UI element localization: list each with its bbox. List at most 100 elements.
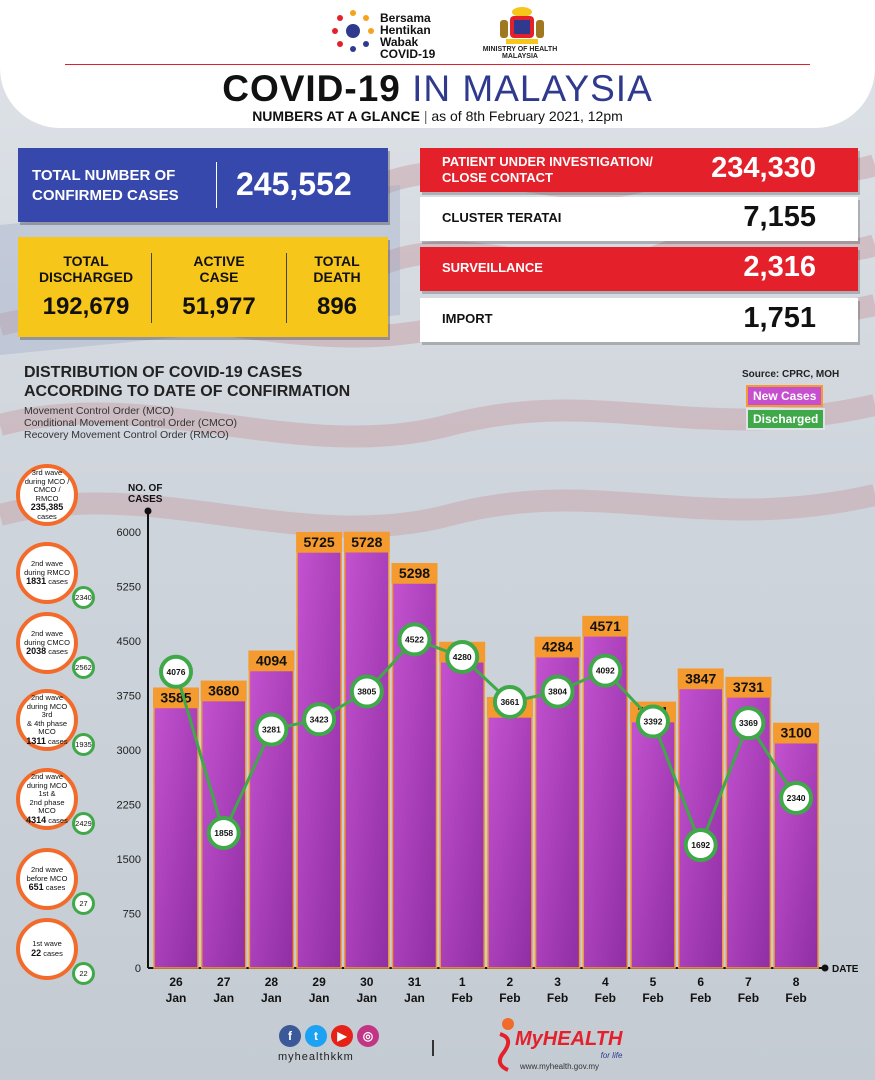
wave-circle: 2nd wave before MCO 651 cases xyxy=(16,848,78,910)
discharged-point xyxy=(492,684,527,719)
bar-value-label-bg xyxy=(391,563,438,584)
myhealth-figure-icon xyxy=(497,1018,514,1072)
discharged-value: 192,679 xyxy=(42,293,130,320)
divider xyxy=(286,253,287,323)
discharged-value-label: 2340 xyxy=(787,793,806,803)
discharged-value-label: 4092 xyxy=(596,666,615,676)
x-axis-label: DATE xyxy=(832,964,859,975)
pui-close-contact-card: PATIENT UNDER INVESTIGATION/CLOSE CONTAC… xyxy=(420,148,858,192)
discharged-point xyxy=(731,706,766,741)
bar-new-cases xyxy=(153,706,199,969)
y-tick-label: 3000 xyxy=(117,745,141,757)
myhealth-url[interactable]: www.myhealth.gov.my xyxy=(520,1062,599,1071)
discharged-value-label: 3423 xyxy=(310,714,329,724)
y-axis-end-dot xyxy=(144,507,152,515)
y-tick-label: 2250 xyxy=(117,800,141,812)
x-tick-label: 27 xyxy=(217,975,231,989)
pui-label: PATIENT UNDER INVESTIGATION/CLOSE CONTAC… xyxy=(442,154,653,185)
bar-value-label: 3680 xyxy=(208,683,239,699)
youtube-icon[interactable]: ▶ xyxy=(331,1025,353,1047)
x-tick-label: 28 xyxy=(265,975,279,989)
facebook-icon[interactable]: f xyxy=(279,1025,301,1047)
bar-new-cases xyxy=(534,655,581,969)
bar-value-label-bg xyxy=(534,636,581,657)
x-tick-label: 6 xyxy=(697,975,704,989)
bar-value-label: 5728 xyxy=(351,534,382,550)
discharged-value-label: 4076 xyxy=(167,667,186,677)
wave-discharged-badge: 1935 xyxy=(72,733,95,756)
chart-notes: Movement Control Order (MCO) Conditional… xyxy=(24,405,237,441)
discharged-value-label: 1858 xyxy=(214,828,233,838)
chart-source: Source: CPRC, MOH xyxy=(742,369,840,380)
bar-new-cases xyxy=(773,741,819,969)
x-tick-label: Jan xyxy=(213,991,234,1005)
discharged-point xyxy=(588,653,623,688)
discharged-point xyxy=(206,815,241,850)
discharged-point xyxy=(302,702,337,737)
wave-discharged-badge: 2340 xyxy=(72,586,95,609)
bar-value-label-bg xyxy=(582,615,629,636)
wave-circle: 1st wave 22 cases xyxy=(16,918,78,980)
bar-value-label: 3585 xyxy=(160,689,191,705)
discharged-value-label: 4280 xyxy=(453,652,472,662)
wave-discharged-badge: 2429 xyxy=(72,812,95,835)
bar-value-label: 3731 xyxy=(733,679,764,695)
wave-discharged-badge: 27 xyxy=(72,892,95,915)
y-tick-label: 0 xyxy=(135,963,141,975)
legend-discharged: Discharged xyxy=(746,408,826,430)
divider xyxy=(151,253,152,323)
wave-circle: 2nd wave during MCO 3rd & 4th phase MCO 131… xyxy=(16,689,78,751)
death-value: 896 xyxy=(316,293,358,320)
discharged-value-label: 3805 xyxy=(357,687,376,697)
wave-circle: 2nd wave during CMCO 2038 cases xyxy=(16,612,78,674)
y-tick-label: 5250 xyxy=(117,582,141,594)
x-tick-label: 5 xyxy=(650,975,657,989)
x-tick-label: Jan xyxy=(309,991,330,1005)
twitter-icon[interactable]: t xyxy=(305,1025,327,1047)
bar-new-cases xyxy=(725,696,772,969)
x-tick-label: 8 xyxy=(793,975,800,989)
x-tick-label: 30 xyxy=(360,975,374,989)
footer-divider xyxy=(432,1040,434,1056)
wave-circle: 2nd wave during MCO 1st & 2nd phase MCO 431… xyxy=(16,768,78,830)
discharged-point xyxy=(349,674,384,709)
header: Bersama Hentikan Wabak COVID-19 MINISTRY… xyxy=(0,0,875,128)
discharged-value-label: 1692 xyxy=(691,840,710,850)
bar-value-label: 4571 xyxy=(590,618,621,634)
ministry-label: MINISTRY OF HEALTH MALAYSIA xyxy=(482,46,558,60)
death-stat: TOTAL DEATH 896 xyxy=(292,253,382,321)
x-tick-label: 26 xyxy=(169,975,183,989)
x-tick-label: Feb xyxy=(452,991,473,1005)
discharged-point xyxy=(397,622,432,657)
y-tick-label: 4500 xyxy=(117,636,141,648)
y-tick-label: 6000 xyxy=(117,527,141,539)
header-divider xyxy=(65,64,810,65)
bar-new-cases xyxy=(487,716,533,969)
import-value: 1,751 xyxy=(743,302,816,334)
x-tick-label: Feb xyxy=(499,991,520,1005)
x-tick-label: 2 xyxy=(507,975,514,989)
discharged-value-label: 3369 xyxy=(739,718,758,728)
page-subtitle: NUMBERS AT A GLANCE | as of 8th February… xyxy=(252,108,623,124)
discharged-value-label: 3281 xyxy=(262,725,281,735)
bar-value-label: 5725 xyxy=(304,534,335,550)
x-tick-label: Jan xyxy=(356,991,377,1005)
coat-of-arms-icon xyxy=(500,7,544,44)
y-axis-label: CASES xyxy=(128,494,163,505)
y-tick-label: 750 xyxy=(123,909,141,921)
wave-discharged-badge: 22 xyxy=(72,962,95,985)
discharged-point xyxy=(683,828,718,863)
page-title: COVID-19 IN MALAYSIA xyxy=(222,68,653,109)
bar-new-cases xyxy=(439,661,485,969)
bar-value-label: 4284 xyxy=(542,639,573,655)
bar-value-label-bg xyxy=(248,650,295,671)
x-tick-label: Feb xyxy=(547,991,568,1005)
y-tick-label: 3750 xyxy=(117,691,141,703)
discharged-point xyxy=(445,639,480,674)
x-tick-label: 4 xyxy=(602,975,609,989)
import-card: IMPORT 1,751 xyxy=(420,298,858,342)
bar-new-cases xyxy=(296,551,342,969)
bar-value-label-bg xyxy=(200,680,247,701)
instagram-icon[interactable]: ◎ xyxy=(357,1025,379,1047)
